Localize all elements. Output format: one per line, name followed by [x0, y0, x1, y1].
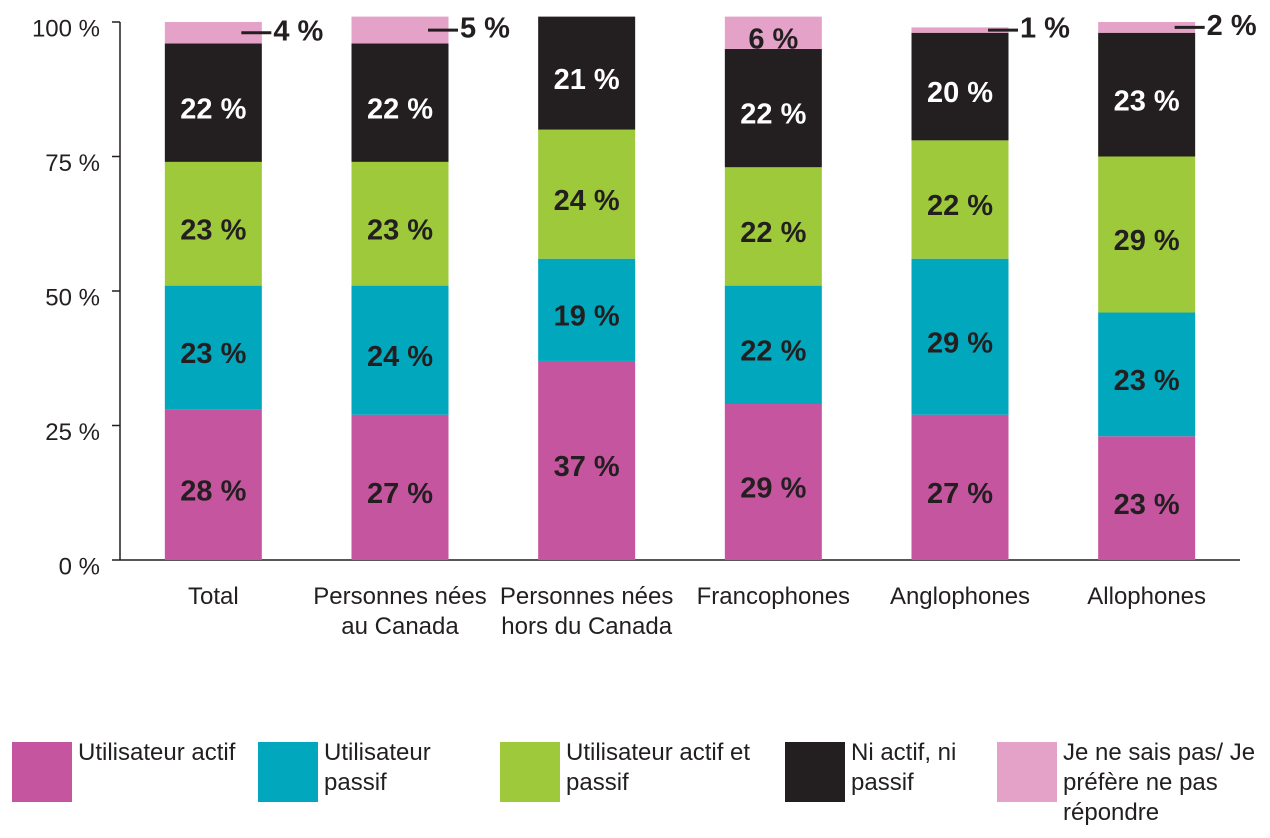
data-label: 24 %	[367, 341, 433, 373]
y-tick-label: 25 %	[45, 419, 100, 446]
bar-segment	[724, 48, 822, 168]
data-label: 22 %	[927, 190, 993, 222]
legend-label: Utilisateur actif	[78, 739, 236, 766]
bar-segment	[724, 403, 822, 560]
data-label: 22 %	[740, 335, 806, 367]
x-tick-label: Allophones	[1087, 583, 1207, 610]
legend-swatch	[997, 742, 1057, 802]
data-label: 19 %	[554, 300, 620, 332]
bar-segment	[164, 22, 262, 44]
bar-segment	[351, 414, 449, 560]
data-label: 5 %	[460, 13, 510, 45]
bar-segment	[724, 285, 822, 404]
data-label: 29 %	[1114, 225, 1180, 257]
y-tick-label: 100 %	[32, 15, 100, 42]
data-label: 23 %	[1114, 85, 1180, 117]
bar-segment	[164, 161, 262, 286]
data-label: 22 %	[740, 217, 806, 249]
data-label: 29 %	[927, 327, 993, 359]
legend-label: Je ne sais pas/ Je préfère ne pas répond…	[1063, 739, 1256, 826]
bar-segment	[164, 285, 262, 410]
x-tick-label: Personnes nées au Canada	[313, 583, 487, 640]
data-label: 27 %	[927, 478, 993, 510]
data-label: 29 %	[740, 473, 806, 505]
bar-segment	[164, 43, 262, 162]
bar-segment	[164, 409, 262, 560]
x-tick-label: Francophones	[696, 583, 851, 610]
bar-segment	[1098, 22, 1196, 33]
legend-label: Utilisateur actif et passif	[566, 739, 751, 796]
bar-segment	[538, 16, 636, 130]
data-label: 6 %	[748, 23, 798, 55]
y-tick-label: 50 %	[45, 284, 100, 311]
bar-segment	[724, 16, 822, 49]
data-label: 22 %	[740, 99, 806, 131]
bar-segment	[538, 129, 636, 259]
data-label: 4 %	[273, 15, 323, 47]
bar-segment	[911, 140, 1009, 259]
bar-segment	[538, 258, 636, 361]
bar-segment	[351, 43, 449, 162]
legend-label: Utilisateur passif	[324, 739, 431, 796]
y-tick-label: 75 %	[45, 150, 100, 177]
data-label: 23 %	[180, 214, 246, 246]
x-tick-label: Anglophones	[889, 583, 1031, 610]
x-tick-label: Personnes nées hors du Canada	[499, 583, 674, 640]
bar-segment	[724, 167, 822, 286]
data-label: 23 %	[367, 214, 433, 246]
legend-label: Ni actif, ni passif	[851, 739, 957, 796]
bar-segment	[1098, 436, 1196, 560]
data-label: 1 %	[1020, 13, 1070, 45]
data-label: 24 %	[554, 185, 620, 217]
bar-segment	[911, 27, 1009, 33]
data-label: 37 %	[554, 451, 620, 483]
bar-segment	[1098, 156, 1196, 313]
bar-segment	[1098, 32, 1196, 157]
data-label: 27 %	[367, 478, 433, 510]
data-label: 28 %	[180, 475, 246, 507]
data-label: 23 %	[180, 338, 246, 370]
bar-segment	[1098, 312, 1196, 437]
data-label: 2 %	[1207, 10, 1257, 42]
legend-swatch	[12, 742, 72, 802]
y-tick-label: 0 %	[59, 553, 100, 580]
bar-segment	[911, 258, 1009, 415]
bar-segment	[351, 161, 449, 286]
data-label: 22 %	[367, 93, 433, 125]
bar-segment	[911, 32, 1009, 141]
legend-swatch	[258, 742, 318, 802]
legend-swatch	[500, 742, 560, 802]
x-tick-label: Total	[187, 583, 239, 610]
bar-segment	[911, 414, 1009, 560]
bar-segment	[351, 285, 449, 415]
data-label: 23 %	[1114, 365, 1180, 397]
data-label: 22 %	[180, 93, 246, 125]
data-label: 23 %	[1114, 489, 1180, 521]
bar-segment	[538, 360, 636, 560]
data-label: 21 %	[554, 64, 620, 96]
legend-swatch	[785, 742, 845, 802]
data-label: 20 %	[927, 77, 993, 109]
